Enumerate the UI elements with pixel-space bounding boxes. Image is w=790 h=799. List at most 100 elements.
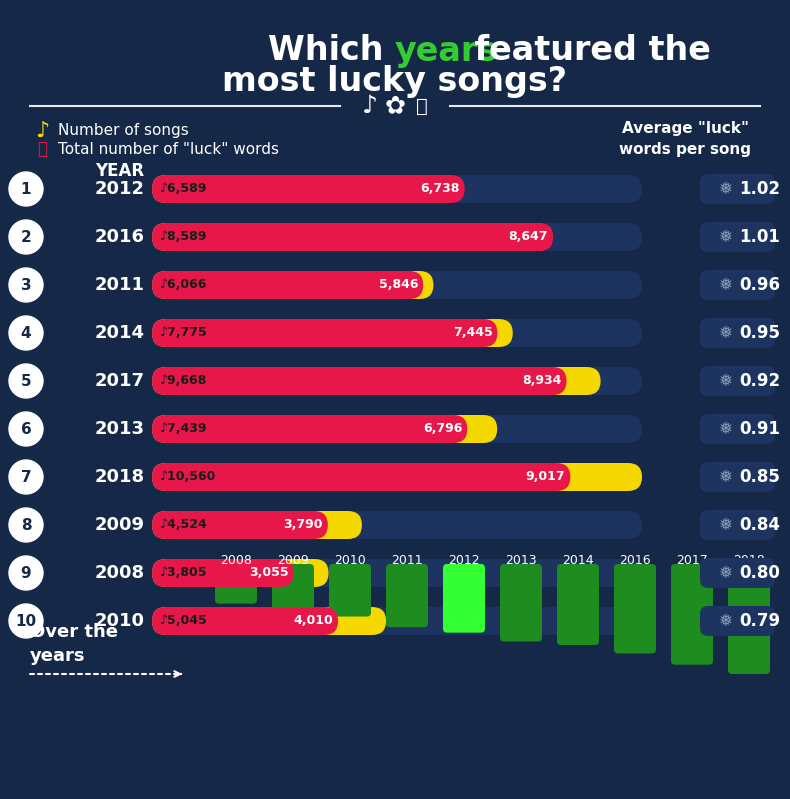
FancyBboxPatch shape (443, 564, 485, 633)
FancyBboxPatch shape (728, 564, 770, 674)
FancyBboxPatch shape (557, 564, 599, 645)
FancyBboxPatch shape (700, 222, 775, 252)
Text: ♪9,668: ♪9,668 (160, 375, 207, 388)
Text: ❅: ❅ (719, 276, 732, 294)
Text: ❅: ❅ (719, 468, 732, 486)
FancyBboxPatch shape (152, 559, 329, 587)
FancyBboxPatch shape (152, 223, 553, 251)
Text: 8,934: 8,934 (522, 375, 562, 388)
Circle shape (9, 268, 43, 302)
Text: 2012: 2012 (448, 554, 480, 567)
FancyBboxPatch shape (152, 559, 294, 587)
Text: Number of songs: Number of songs (58, 124, 189, 138)
Text: 0.85: 0.85 (739, 468, 781, 486)
Text: ❅: ❅ (719, 372, 732, 390)
Text: 2012: 2012 (95, 180, 145, 198)
FancyBboxPatch shape (152, 607, 642, 635)
Text: 3,790: 3,790 (284, 519, 323, 531)
Text: Total number of "luck" words: Total number of "luck" words (58, 141, 279, 157)
Circle shape (9, 556, 43, 590)
FancyBboxPatch shape (152, 463, 642, 491)
Text: Over the: Over the (30, 623, 118, 641)
FancyBboxPatch shape (700, 270, 775, 300)
FancyBboxPatch shape (152, 415, 642, 443)
Text: ♪7,439: ♪7,439 (160, 423, 208, 435)
Text: ✿: ✿ (385, 94, 405, 118)
Circle shape (9, 220, 43, 254)
Circle shape (9, 316, 43, 350)
FancyBboxPatch shape (386, 564, 428, 627)
Text: 7: 7 (21, 470, 32, 484)
Text: Which: Which (268, 34, 395, 67)
Text: years: years (30, 647, 85, 665)
FancyBboxPatch shape (152, 559, 642, 587)
FancyBboxPatch shape (329, 564, 371, 617)
FancyBboxPatch shape (700, 558, 775, 588)
Text: 0.95: 0.95 (739, 324, 781, 342)
FancyBboxPatch shape (272, 564, 314, 611)
Text: years: years (395, 34, 498, 67)
Text: ♪: ♪ (35, 121, 49, 141)
Text: 0.92: 0.92 (739, 372, 781, 390)
Circle shape (9, 604, 43, 638)
Text: 2010: 2010 (95, 612, 145, 630)
Circle shape (9, 460, 43, 494)
FancyBboxPatch shape (215, 564, 257, 603)
Text: ♪10,560: ♪10,560 (160, 471, 216, 483)
FancyBboxPatch shape (614, 564, 656, 654)
Text: featured the: featured the (463, 34, 711, 67)
Text: 7,445: 7,445 (453, 327, 492, 340)
Text: 2009: 2009 (95, 516, 145, 534)
Text: 2011: 2011 (391, 554, 423, 567)
FancyBboxPatch shape (152, 223, 551, 251)
Circle shape (9, 508, 43, 542)
Text: 2016: 2016 (95, 228, 145, 246)
Text: 6: 6 (21, 422, 32, 436)
Text: 8: 8 (21, 518, 32, 532)
FancyBboxPatch shape (152, 415, 497, 443)
Text: 2013: 2013 (95, 420, 145, 438)
Text: 0.80: 0.80 (739, 564, 781, 582)
FancyBboxPatch shape (700, 462, 775, 492)
FancyBboxPatch shape (152, 367, 600, 395)
Text: 9,017: 9,017 (526, 471, 566, 483)
Text: 2010: 2010 (334, 554, 366, 567)
FancyBboxPatch shape (700, 366, 775, 396)
Text: 10: 10 (16, 614, 36, 629)
FancyBboxPatch shape (152, 319, 642, 347)
Text: 4: 4 (21, 325, 32, 340)
Text: 6,796: 6,796 (423, 423, 462, 435)
FancyBboxPatch shape (152, 319, 498, 347)
Text: 2011: 2011 (95, 276, 145, 294)
Text: 0.79: 0.79 (739, 612, 781, 630)
FancyBboxPatch shape (700, 174, 775, 204)
FancyBboxPatch shape (152, 175, 642, 203)
Text: 2014: 2014 (95, 324, 145, 342)
Text: Average "luck"
words per song: Average "luck" words per song (619, 121, 751, 157)
Text: ♪5,045: ♪5,045 (160, 614, 208, 627)
FancyBboxPatch shape (152, 463, 570, 491)
FancyBboxPatch shape (152, 271, 423, 299)
Text: 2008: 2008 (95, 564, 145, 582)
Text: 9: 9 (21, 566, 32, 581)
Text: ❅: ❅ (719, 564, 732, 582)
Text: ♪7,775: ♪7,775 (160, 327, 208, 340)
Text: 2018: 2018 (733, 554, 765, 567)
FancyBboxPatch shape (152, 175, 457, 203)
FancyBboxPatch shape (152, 511, 642, 539)
Text: 1.02: 1.02 (739, 180, 781, 198)
Text: ❅: ❅ (719, 180, 732, 198)
Text: ♪8,589: ♪8,589 (160, 230, 207, 244)
Text: ♪6,066: ♪6,066 (160, 279, 207, 292)
Circle shape (9, 172, 43, 206)
Text: 🎤: 🎤 (416, 97, 428, 116)
Text: 2017: 2017 (95, 372, 145, 390)
Text: 1: 1 (21, 181, 32, 197)
FancyBboxPatch shape (152, 367, 642, 395)
Text: ❅: ❅ (719, 228, 732, 246)
Text: 1.01: 1.01 (739, 228, 781, 246)
Text: 2018: 2018 (95, 468, 145, 486)
Text: ♪: ♪ (362, 94, 378, 118)
Text: ❅: ❅ (719, 516, 732, 534)
Text: YEAR: YEAR (95, 162, 144, 180)
